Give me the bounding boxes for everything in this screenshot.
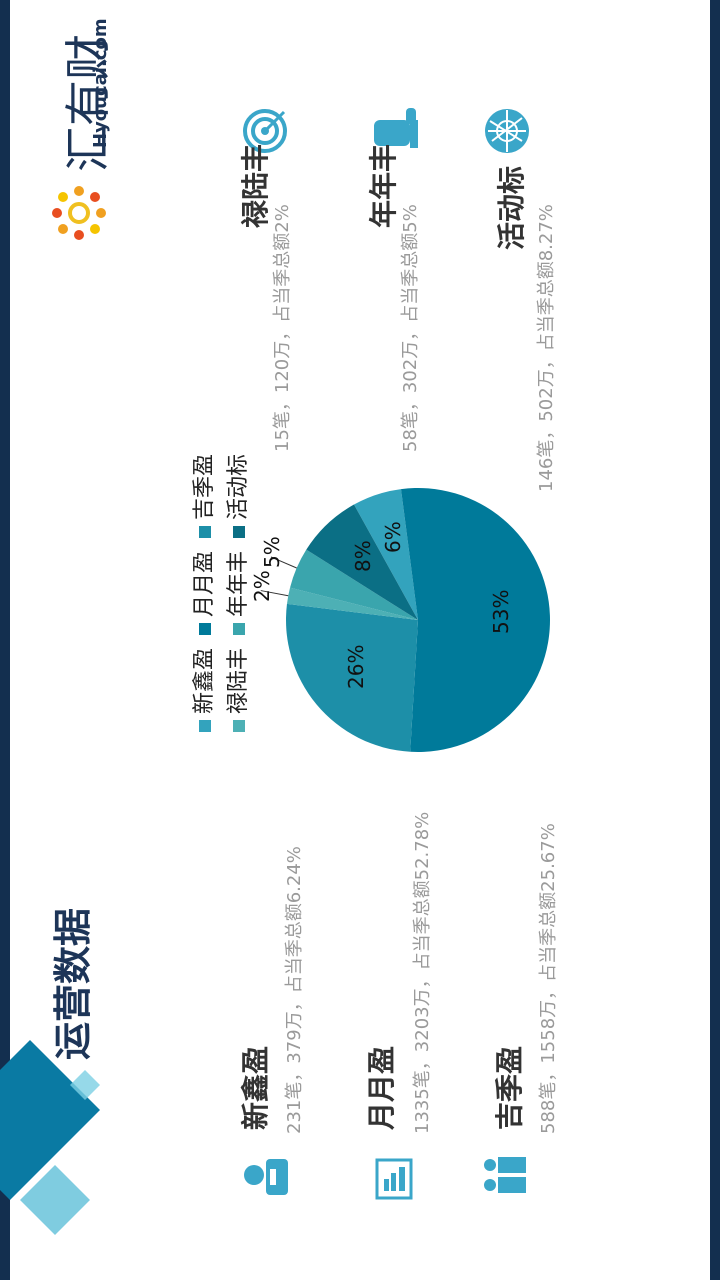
pie-slice-label: 26% [344, 644, 369, 689]
group-icon [484, 1157, 526, 1193]
pie-label-leader [270, 556, 297, 569]
target-icon [243, 109, 287, 153]
pie-slice-label: 5% [259, 536, 284, 568]
pie-slice [286, 603, 418, 752]
pie-slice [400, 488, 551, 752]
pie-slice [290, 549, 418, 620]
thumbs-up-icon [374, 108, 418, 148]
decorative-diamonds [0, 1040, 100, 1235]
logo-sun-icon [52, 186, 106, 240]
pie-slice [286, 587, 418, 620]
left-border [0, 0, 10, 1280]
right-border [710, 0, 720, 1280]
pie-slice [306, 504, 418, 620]
pie-slice-label: 2% [249, 569, 274, 602]
pie-slice-label: 8% [350, 539, 375, 572]
user-icon [244, 1159, 288, 1195]
pie-slice-label: 53% [488, 589, 513, 634]
globe-icon [485, 109, 529, 153]
pie-slice-label: 6% [381, 521, 406, 554]
bar-chart-icon [375, 1158, 413, 1200]
pie-label-leader [260, 590, 289, 597]
pie-slice [354, 489, 418, 620]
